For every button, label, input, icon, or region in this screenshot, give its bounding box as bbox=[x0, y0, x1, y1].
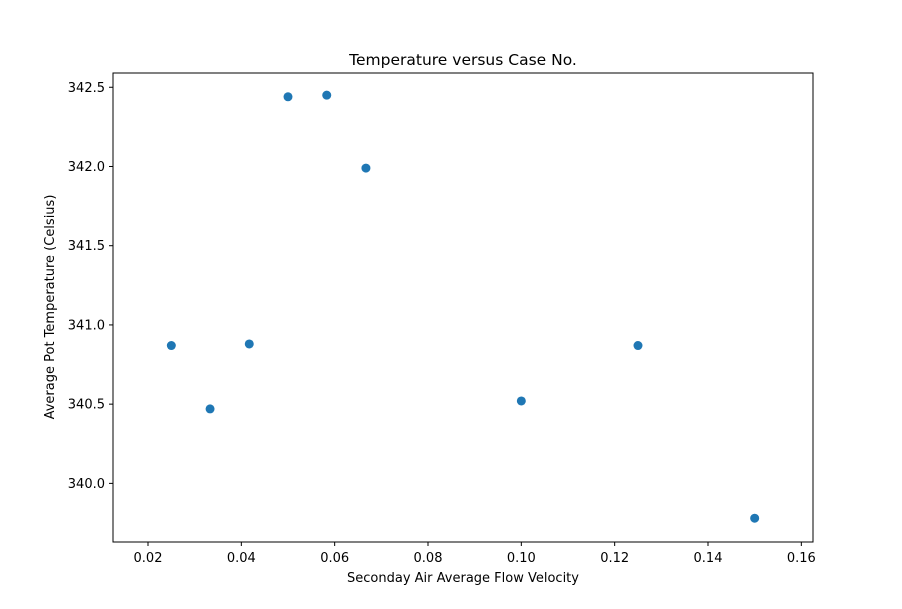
x-tick-label: 0.04 bbox=[227, 551, 256, 566]
x-tick-label: 0.02 bbox=[134, 551, 163, 566]
data-point bbox=[750, 513, 760, 523]
y-axis-label: Average Pot Temperature (Celsius) bbox=[43, 195, 58, 420]
x-tick-label: 0.12 bbox=[600, 551, 629, 566]
y-tick-label: 342.0 bbox=[68, 160, 105, 175]
y-tick-label: 340.5 bbox=[68, 398, 105, 413]
x-tick-label: 0.10 bbox=[507, 551, 536, 566]
data-point bbox=[361, 163, 371, 173]
data-point bbox=[283, 92, 293, 102]
data-point bbox=[166, 341, 176, 351]
chart-title: Temperature versus Case No. bbox=[348, 51, 577, 69]
data-points bbox=[166, 90, 760, 523]
y-tick-label: 341.0 bbox=[68, 318, 105, 333]
x-tick-label: 0.06 bbox=[320, 551, 349, 566]
data-point bbox=[633, 341, 643, 351]
y-axis-ticks: 340.0 340.5 341.0 341.5 342.0 342.5 bbox=[68, 81, 113, 492]
data-point bbox=[244, 339, 254, 349]
x-tick-label: 0.14 bbox=[694, 551, 723, 566]
data-point bbox=[205, 404, 215, 414]
x-tick-label: 0.16 bbox=[787, 551, 816, 566]
y-tick-label: 341.5 bbox=[68, 239, 105, 254]
y-tick-label: 342.5 bbox=[68, 81, 105, 96]
data-point bbox=[322, 90, 332, 100]
x-tick-label: 0.08 bbox=[414, 551, 443, 566]
x-axis-ticks: 0.02 0.04 0.06 0.08 0.10 0.12 0.14 0.16 bbox=[134, 542, 816, 566]
plot-frame bbox=[112, 72, 814, 543]
x-axis-label: Seconday Air Average Flow Velocity bbox=[347, 571, 579, 586]
data-point bbox=[516, 396, 526, 406]
y-tick-label: 340.0 bbox=[68, 477, 105, 492]
